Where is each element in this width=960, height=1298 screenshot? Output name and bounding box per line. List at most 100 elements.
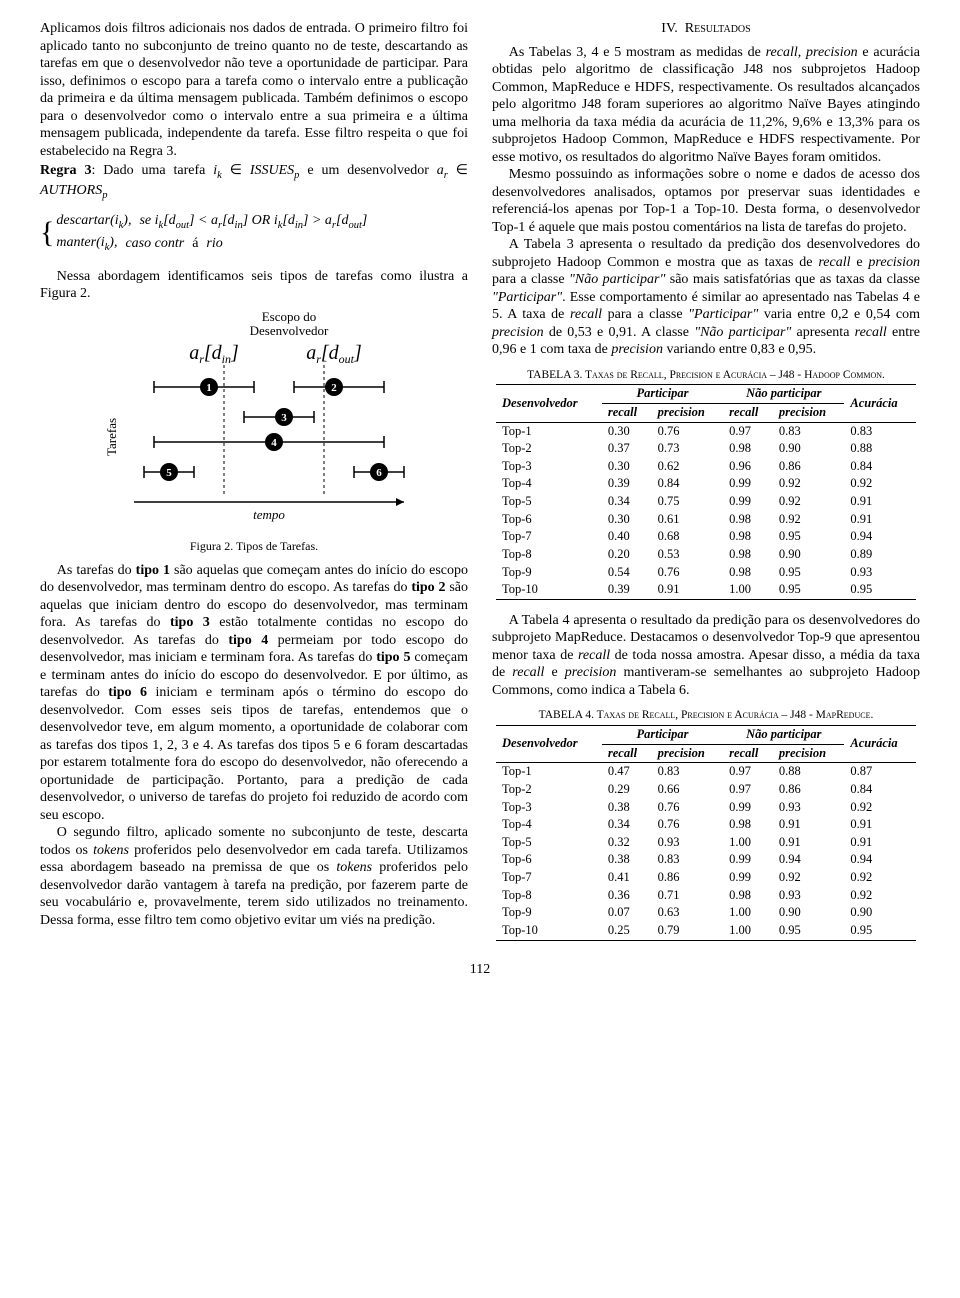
table-cell: 0.88 — [844, 440, 916, 458]
left-p2: Nessa abordagem identificamos seis tipos… — [40, 268, 468, 303]
table-cell: 0.92 — [773, 511, 845, 529]
table-cell: 0.39 — [602, 581, 652, 599]
table-cell: Top-1 — [496, 422, 602, 440]
table-cell: 0.83 — [844, 422, 916, 440]
table-cell: 0.36 — [602, 887, 652, 905]
table-cell: 0.90 — [844, 904, 916, 922]
table-cell: Top-7 — [496, 869, 602, 887]
svg-text:6: 6 — [376, 467, 382, 479]
table-cell: 0.76 — [652, 799, 724, 817]
table-cell: 0.92 — [844, 869, 916, 887]
table-row: Top-60.300.610.980.920.91 — [496, 511, 916, 529]
table-cell: 0.94 — [773, 851, 845, 869]
two-column-layout: Aplicamos dois filtros adicionais nos da… — [40, 20, 920, 941]
table-cell: 0.83 — [773, 422, 845, 440]
table-cell: 0.62 — [652, 458, 724, 476]
th-nao-participar: Não participar — [723, 385, 844, 404]
figure-2: Escopo do Desenvolvedor ar[din] ar[dout]… — [40, 307, 468, 554]
table-cell: 0.98 — [723, 546, 773, 564]
table-cell: 0.94 — [844, 851, 916, 869]
table-cell: 0.76 — [652, 564, 724, 582]
arrow-icon — [396, 498, 404, 506]
fig-ar-din: ar[din] — [189, 342, 239, 366]
th-dev: Desenvolvedor — [496, 385, 602, 422]
table-cell: 0.86 — [773, 781, 845, 799]
table-row: Top-80.360.710.980.930.92 — [496, 887, 916, 905]
table-cell: 0.99 — [723, 869, 773, 887]
table-cell: 0.91 — [844, 834, 916, 852]
table-cell: 0.95 — [773, 922, 845, 940]
svg-text:1: 1 — [206, 382, 212, 394]
table-cell: 0.25 — [602, 922, 652, 940]
table-cell: 1.00 — [723, 581, 773, 599]
table-cell: 1.00 — [723, 834, 773, 852]
table-cell: 0.93 — [844, 564, 916, 582]
table-row: Top-30.300.620.960.860.84 — [496, 458, 916, 476]
svg-text:2: 2 — [331, 382, 337, 394]
th-recall-2: recall — [723, 403, 773, 422]
svg-text:4: 4 — [271, 437, 277, 449]
task-bars — [144, 381, 404, 478]
table-cell: 0.91 — [773, 834, 845, 852]
fig-escopo-label-2: Desenvolvedor — [250, 323, 329, 338]
table-cell: 0.07 — [602, 904, 652, 922]
table-cell: 0.95 — [844, 581, 916, 599]
table-row: Top-20.290.660.970.860.84 — [496, 781, 916, 799]
fig-ar-dout: ar[dout] — [306, 342, 362, 366]
th-participar: Participar — [602, 385, 723, 404]
left-column: Aplicamos dois filtros adicionais nos da… — [40, 20, 468, 941]
right-p4: A Tabela 4 apresenta o resultado da pred… — [492, 612, 920, 700]
table-cell: 0.84 — [844, 781, 916, 799]
table-row: Top-30.380.760.990.930.92 — [496, 799, 916, 817]
table-cell: 0.38 — [602, 851, 652, 869]
table-row: Top-50.340.750.990.920.91 — [496, 493, 916, 511]
table-cell: 0.94 — [844, 528, 916, 546]
table-cell: 0.92 — [844, 799, 916, 817]
table-cell: 0.97 — [723, 781, 773, 799]
left-p3: As tarefas do tipo 1 são aquelas que com… — [40, 562, 468, 825]
table-row: Top-100.250.791.000.950.95 — [496, 922, 916, 940]
table-cell: 0.34 — [602, 493, 652, 511]
table-row: Top-80.200.530.980.900.89 — [496, 546, 916, 564]
table-cell: 0.63 — [652, 904, 724, 922]
table-cell: 0.30 — [602, 511, 652, 529]
th-acuracia: Acurácia — [844, 385, 916, 422]
table-cell: 0.99 — [723, 851, 773, 869]
table-cell: 0.32 — [602, 834, 652, 852]
section-iv-heading: IV. Resultados — [492, 20, 920, 38]
right-column: IV. Resultados As Tabelas 3, 4 e 5 mostr… — [492, 20, 920, 941]
table-cell: Top-7 — [496, 528, 602, 546]
svg-text:5: 5 — [166, 467, 172, 479]
table-cell: 0.98 — [723, 887, 773, 905]
table-cell: 0.47 — [602, 763, 652, 781]
table-cell: 0.98 — [723, 528, 773, 546]
table-cell: Top-3 — [496, 458, 602, 476]
table-cell: 0.68 — [652, 528, 724, 546]
svg-text:3: 3 — [281, 412, 287, 424]
th-precision-2: precision — [773, 403, 845, 422]
table-cell: 0.90 — [773, 546, 845, 564]
table-cell: 0.98 — [723, 440, 773, 458]
table-cell: 0.91 — [844, 511, 916, 529]
table-cell: 0.53 — [652, 546, 724, 564]
table-cell: 0.37 — [602, 440, 652, 458]
table-cell: Top-4 — [496, 816, 602, 834]
table-row: Top-20.370.730.980.900.88 — [496, 440, 916, 458]
table-cell: 0.95 — [844, 922, 916, 940]
figure-2-caption: Figura 2. Tipos de Tarefas. — [40, 539, 468, 554]
table-cell: 0.29 — [602, 781, 652, 799]
table-cell: 0.54 — [602, 564, 652, 582]
table-cell: 0.99 — [723, 493, 773, 511]
tempo-label: tempo — [253, 507, 285, 522]
table3-caption: TABELA 3. Taxas de Recall, Precision e A… — [492, 369, 920, 383]
left-p4: O segundo filtro, aplicado somente no su… — [40, 824, 468, 929]
table-cell: Top-8 — [496, 887, 602, 905]
table-cell: 0.40 — [602, 528, 652, 546]
table-cell: Top-2 — [496, 440, 602, 458]
table-cell: 0.30 — [602, 458, 652, 476]
table-row: Top-10.300.760.970.830.83 — [496, 422, 916, 440]
table-row: Top-40.340.760.980.910.91 — [496, 816, 916, 834]
table-cell: 0.95 — [773, 564, 845, 582]
table-cell: 0.88 — [773, 763, 845, 781]
table-cell: 0.99 — [723, 475, 773, 493]
